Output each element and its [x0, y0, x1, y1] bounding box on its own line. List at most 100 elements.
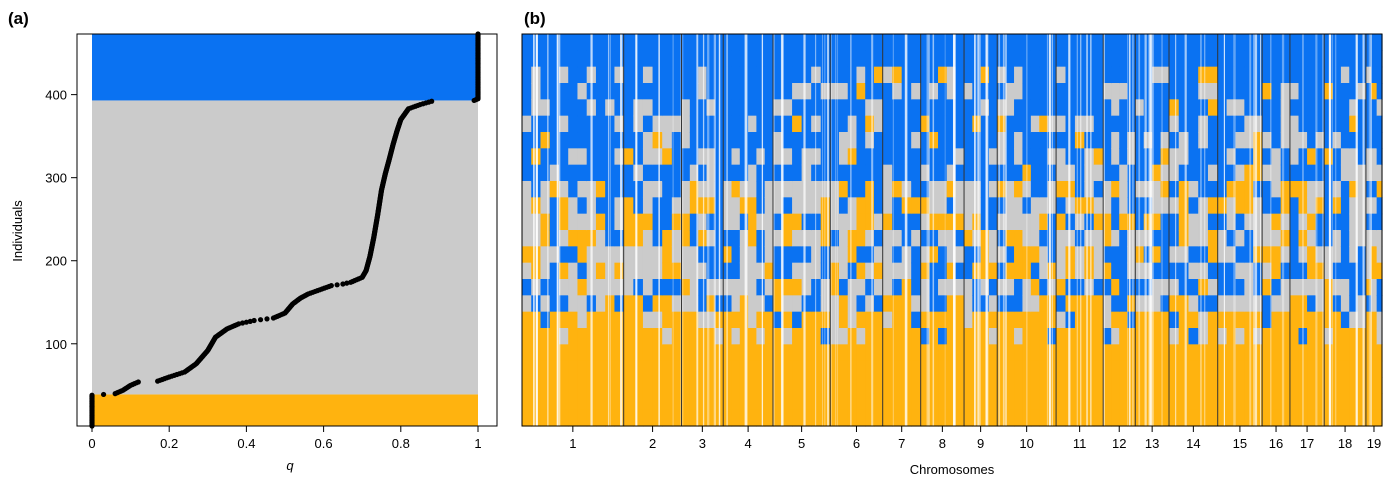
heatmap-cell	[1169, 295, 1180, 313]
heatmap-cell	[972, 279, 982, 296]
heatmap-cell	[946, 83, 956, 100]
heatmap-cell	[980, 393, 990, 411]
panel-b-label: (b)	[524, 9, 546, 28]
heatmap-cell	[558, 344, 569, 362]
heatmap-cell	[1365, 83, 1372, 100]
heatmap-cell	[1188, 311, 1199, 329]
heatmap-cell	[1030, 344, 1040, 362]
heatmap-cell	[1074, 213, 1085, 231]
heatmap-cell	[1280, 295, 1291, 313]
heatmap-cell	[1226, 311, 1237, 329]
heatmap-cell	[1039, 344, 1049, 362]
heatmap-cell	[911, 393, 922, 411]
heatmap-cell	[892, 83, 903, 100]
heatmap-cell	[1262, 344, 1273, 362]
heatmap-cell	[681, 262, 691, 280]
heatmap-cell	[764, 34, 774, 51]
heatmap-cell	[681, 344, 691, 362]
heatmap-cell	[1298, 344, 1308, 362]
heatmap-cell	[1357, 393, 1367, 411]
heatmap-cell	[1030, 181, 1040, 198]
heatmap-cell	[988, 311, 998, 329]
heatmap-cell	[662, 213, 673, 231]
heatmap-cell	[1307, 279, 1317, 296]
heatmap-cell	[1178, 34, 1190, 51]
heatmap-cell	[1376, 344, 1383, 362]
chromosome-tick-label: 14	[1186, 436, 1200, 451]
heatmap-cell	[633, 328, 644, 345]
heatmap-cell	[1371, 409, 1378, 427]
heatmap-cell	[1226, 262, 1237, 280]
heatmap-cell	[873, 66, 884, 84]
heatmap-cell	[882, 246, 893, 264]
heatmap-cell	[1014, 377, 1024, 394]
heatmap-cell	[1030, 115, 1040, 133]
panel-b-x-axis: 1 2 3 4 5 6 7 8 9 10 11 12 13 14 15 16 17 18 19	[569, 426, 1381, 451]
heatmap-cell	[1127, 246, 1136, 264]
heatmap-cell	[997, 197, 1007, 215]
heatmap-cell	[1005, 230, 1015, 247]
heatmap-cell	[946, 295, 956, 313]
heatmap-cell	[681, 360, 691, 378]
heatmap-cell	[830, 213, 840, 231]
heatmap-cell	[522, 164, 532, 182]
heatmap-cell	[1160, 99, 1170, 117]
heatmap-cell	[662, 377, 673, 394]
heatmap-cell	[723, 164, 733, 182]
heatmap-cell	[671, 148, 683, 166]
heatmap-cell	[748, 230, 757, 247]
heatmap-cell	[1188, 246, 1199, 264]
heatmap-cell	[1298, 246, 1308, 264]
heatmap-cell	[1376, 328, 1383, 345]
heatmap-cell	[1340, 148, 1350, 166]
heatmap-cell	[1198, 279, 1209, 296]
heatmap-cell	[1084, 262, 1095, 280]
heatmap-cell	[764, 344, 774, 362]
heatmap-cell	[1030, 311, 1040, 329]
heatmap-cell	[911, 328, 922, 345]
heatmap-cell	[1022, 99, 1032, 117]
heatmap-cell	[1226, 409, 1237, 427]
heatmap-cell	[1357, 132, 1367, 149]
heatmap-cell	[1084, 328, 1095, 345]
heatmap-cell	[1178, 213, 1190, 231]
heatmap-cell	[955, 148, 965, 166]
heatmap-cell	[698, 377, 708, 394]
heatmap-cell	[549, 295, 560, 313]
heatmap-cell	[1357, 311, 1367, 329]
heatmap-cell	[1340, 99, 1350, 117]
heatmap-cell	[1280, 409, 1291, 427]
heatmap-cell	[558, 181, 569, 198]
heatmap-cell	[1324, 164, 1334, 182]
heatmap-cell	[1119, 115, 1128, 133]
heatmap-cell	[920, 99, 930, 117]
heatmap-cell	[830, 360, 840, 378]
heatmap-cell	[549, 344, 560, 362]
heatmap-cell	[1143, 393, 1153, 411]
heatmap-cell	[1226, 115, 1237, 133]
heatmap-cell	[1307, 148, 1317, 166]
heatmap-cell	[1262, 197, 1273, 215]
heatmap-cell	[856, 66, 866, 84]
heatmap-cell	[558, 34, 569, 51]
heatmap-cell	[1056, 34, 1067, 51]
heatmap-cell	[764, 393, 774, 411]
heatmap-cell	[772, 197, 784, 215]
heatmap-cell	[838, 181, 849, 198]
heatmap-cell	[1111, 360, 1120, 378]
heatmap-cell	[955, 344, 965, 362]
heatmap-cell	[1014, 83, 1024, 100]
heatmap-cell	[577, 132, 588, 149]
heatmap-cell	[748, 295, 757, 313]
heatmap-cell	[1340, 115, 1350, 133]
heatmap-cell	[792, 295, 803, 313]
heatmap-cell	[882, 115, 893, 133]
heatmap-cell	[568, 344, 579, 362]
heatmap-cell	[1315, 148, 1325, 166]
heatmap-cell	[1039, 311, 1049, 329]
heatmap-cell	[830, 50, 840, 68]
heatmap-cell	[1065, 132, 1076, 149]
heatmap-cell	[964, 230, 973, 247]
heatmap-cell	[1340, 50, 1350, 68]
heatmap-cell	[558, 295, 569, 313]
